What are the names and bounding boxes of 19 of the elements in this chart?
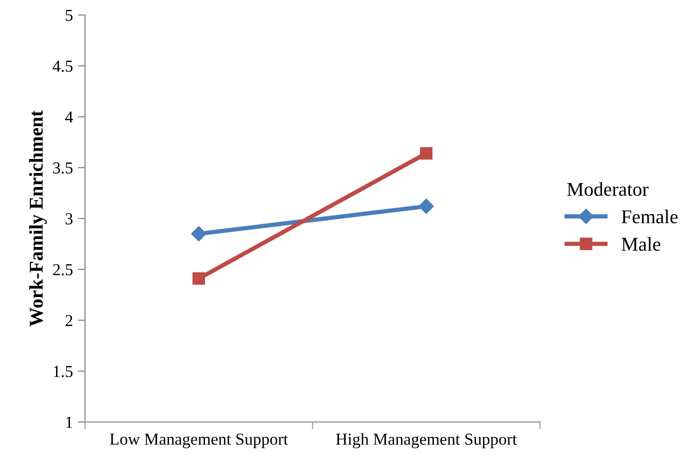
point [192, 272, 205, 285]
point [191, 226, 206, 242]
x-tick-label: Low Management Support [110, 434, 288, 448]
point [420, 147, 432, 160]
y-tick-label: 1.5 [54, 366, 73, 378]
y-tick-label: 1 [66, 416, 72, 428]
legend-label: Female [622, 210, 678, 224]
y-tick-label: 4.5 [52, 60, 73, 72]
y-tick-label: 2.5 [53, 264, 73, 276]
y-tick-label: 5 [66, 10, 73, 21]
y-tick-label: 3.5 [53, 162, 73, 174]
y-tick-label: 4 [65, 112, 73, 123]
point [418, 198, 434, 214]
legend-title: Moderator [567, 182, 648, 196]
x-tick-label: High Management Support [336, 433, 517, 448]
legend-label: Male [622, 237, 660, 251]
y-tick-label: 3 [66, 213, 73, 224]
y-tick-label: 2 [66, 314, 72, 326]
y-axis-title: Work-Family Enrichment [29, 110, 47, 327]
